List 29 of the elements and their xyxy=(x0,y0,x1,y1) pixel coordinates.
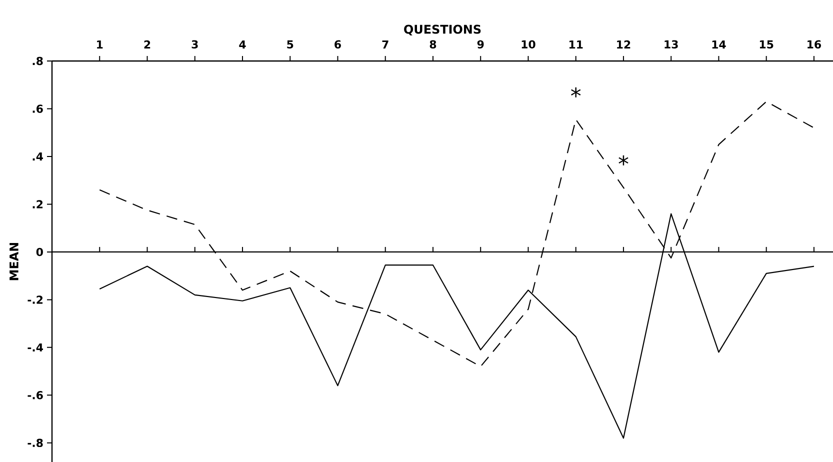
annotation: * xyxy=(618,155,628,166)
x-tick-label: 13 xyxy=(664,40,678,48)
y-tick-label: .2 xyxy=(32,200,43,208)
y-tick-label: .6 xyxy=(32,104,43,113)
x-tick-label: 5 xyxy=(287,40,294,48)
x-tick-label: 16 xyxy=(808,40,821,48)
y-tick-label: -.6 xyxy=(28,391,43,400)
x-axis-title: QUESTIONS xyxy=(404,24,481,36)
y-axis-title: MEAN xyxy=(10,242,18,280)
annotation: * xyxy=(571,87,581,98)
x-tick-label: 9 xyxy=(477,40,484,48)
x-tick-label: 3 xyxy=(192,40,198,48)
x-tick-label: 2 xyxy=(144,40,150,48)
x-tick-label: 1 xyxy=(97,40,103,48)
y-tick-label: -.8 xyxy=(28,438,43,448)
y-tick-label: 0 xyxy=(36,248,43,256)
x-tick-label: 11 xyxy=(569,40,583,48)
x-tick-label: 14 xyxy=(712,40,726,48)
x-tick-label: 7 xyxy=(382,40,388,48)
x-tick-label: 10 xyxy=(522,40,536,48)
x-tick-label: 12 xyxy=(617,40,630,48)
x-tick-label: 15 xyxy=(760,40,774,48)
y-tick-label: -.4 xyxy=(28,343,43,352)
y-tick-label: .8 xyxy=(32,56,43,66)
x-tick-label: 8 xyxy=(430,40,436,48)
x-tick-label: 4 xyxy=(239,40,246,48)
y-tick-label: .4 xyxy=(32,152,43,160)
y-tick-label: -.2 xyxy=(28,296,43,304)
x-tick-label: 6 xyxy=(334,40,341,48)
